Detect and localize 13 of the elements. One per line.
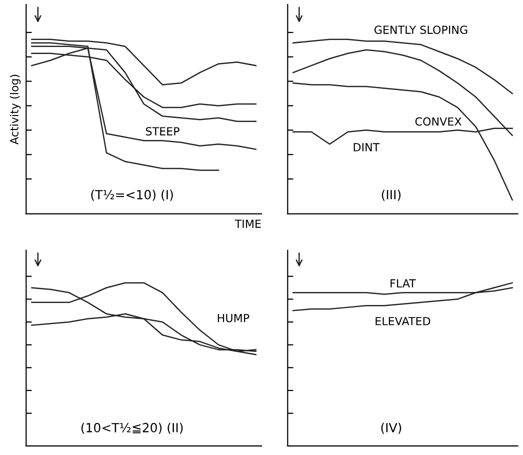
series-label: STEEP <box>146 127 180 136</box>
annotation: (T½=<10) (I) <box>91 190 173 201</box>
annotation: (III) <box>382 190 401 201</box>
x-axis-title: TIME <box>234 220 261 228</box>
series-label: ELEVATED <box>376 317 430 326</box>
series-label: CONVEX <box>415 117 462 126</box>
annotation: (10<T½≦20) (II) <box>81 422 183 434</box>
series-label: GENTLY SLOPING <box>374 26 468 34</box>
series-label: DINT <box>354 143 380 152</box>
annotation: (IV) <box>381 422 402 434</box>
series-label: HUMP <box>218 314 250 322</box>
series-label: FLAT <box>390 279 416 288</box>
y-axis-title: Activity (log) <box>10 74 21 144</box>
